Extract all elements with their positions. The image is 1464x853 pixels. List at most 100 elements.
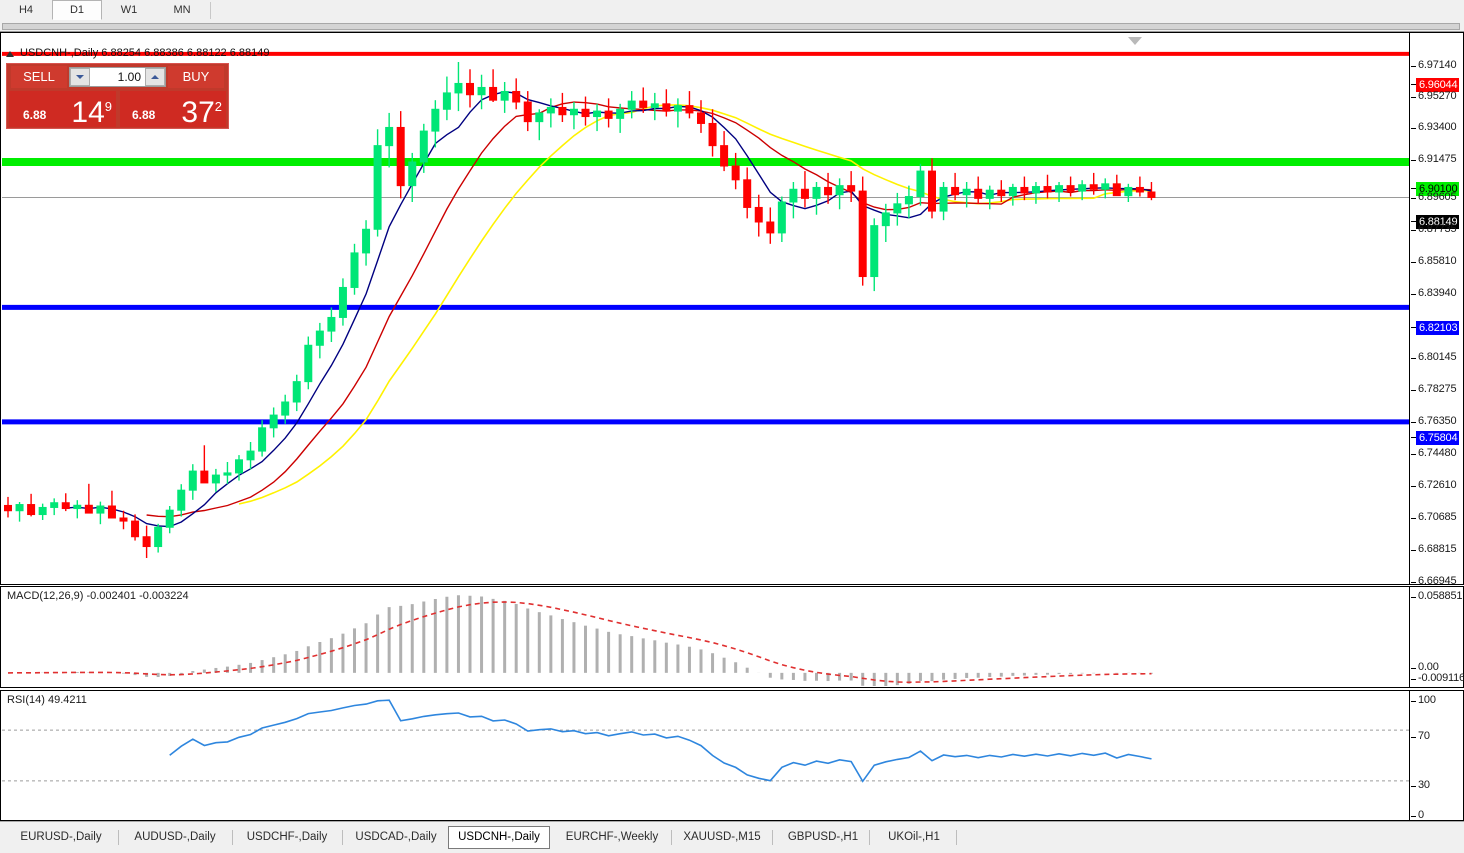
scale-tick [1411, 597, 1416, 598]
volume-decrease-button[interactable] [70, 68, 90, 86]
toolbar-separator [210, 2, 211, 19]
rsi-scale: 100 70 30 0 [1411, 691, 1464, 821]
price-scale-value-label: 6.75804 [1416, 431, 1460, 445]
scale-tick [1411, 160, 1416, 161]
price-scale-value-label: 6.91475 [1418, 153, 1457, 165]
chart-tab-usdcnh[interactable]: USDCNH-,Daily [448, 826, 550, 849]
scale-tick [1411, 327, 1416, 328]
scale-tick [1411, 198, 1416, 199]
price-scale-value-label: 6.90100 [1416, 182, 1460, 196]
scale-tick [1411, 437, 1416, 438]
collapse-triangle-icon[interactable] [6, 51, 14, 57]
one-click-trading-panel[interactable]: SELL 1.00 BUY 6.88 149 6.88 372 [6, 63, 229, 129]
chart-tabs-bar: EURUSD-,Daily AUDUSD-,Daily USDCHF-,Daily U… [0, 821, 1464, 853]
chart-tab-xauusd[interactable]: XAUUSD-,M15 [683, 831, 761, 843]
chart-tab-usdchf[interactable]: USDCHF-,Daily [246, 831, 328, 843]
oct-controls-row: SELL 1.00 BUY [7, 64, 228, 90]
scale-tick [1411, 786, 1416, 787]
scale-tick [1411, 262, 1416, 263]
timeframe-d1[interactable]: D1 [52, 0, 102, 20]
scale-tick [1411, 128, 1416, 129]
price-chart-svg [2, 51, 1409, 558]
rsi-scale-value-label: 30 [1418, 779, 1430, 791]
rsi-chart-svg [2, 699, 1409, 783]
chart-symbol-info: USDCNH-,Daily 6.88254 6.88386 6.88122 6.… [20, 47, 270, 59]
timeframe-w1[interactable]: W1 [120, 4, 138, 16]
scale-tick [1411, 97, 1416, 98]
tab-separator [232, 830, 233, 845]
rsi-scale-value-label: 0 [1418, 809, 1424, 821]
rsi-axis-line [1409, 691, 1410, 820]
macd-plot-area[interactable] [2, 588, 1409, 686]
scale-tick [1411, 390, 1416, 391]
scale-tick [1411, 668, 1416, 669]
chart-tab-gbpusd[interactable]: GBPUSD-,H1 [787, 831, 859, 843]
tab-separator [118, 830, 119, 845]
price-scale-value-label: 6.93400 [1418, 121, 1457, 133]
price-scale-value-label: 6.95270 [1418, 90, 1457, 102]
chart-tab-eurchf[interactable]: EURCHF-,Weekly [565, 831, 659, 843]
price-scale-value-label: 6.97140 [1418, 59, 1457, 71]
tab-separator [869, 830, 870, 845]
rsi-plot-area[interactable] [2, 692, 1409, 819]
scale-tick [1411, 221, 1416, 222]
scale-tick [1411, 486, 1416, 487]
price-axis-line [1409, 33, 1410, 584]
volume-input[interactable]: 1.00 [69, 67, 166, 87]
scale-tick [1411, 582, 1416, 583]
buy-button[interactable]: BUY [168, 66, 224, 88]
scale-tick [1411, 454, 1416, 455]
sell-price-big: 149 [71, 96, 112, 127]
price-scale-value-label: 6.89605 [1418, 191, 1457, 203]
macd-scale-value-label: 0.058851 [1418, 590, 1463, 602]
scale-tick [1411, 294, 1416, 295]
chart-tab-usdcad[interactable]: USDCAD-,Daily [355, 831, 437, 843]
price-scale-value-label: 6.76350 [1418, 415, 1457, 427]
scale-tick [1411, 550, 1416, 551]
macd-scale-value-label: 0.00 [1418, 661, 1439, 673]
timeframe-mn[interactable]: MN [173, 4, 191, 16]
price-scale-value-label: 6.82103 [1416, 321, 1460, 335]
price-scale-value-label: 6.88149 [1416, 215, 1460, 229]
timeframe-toolbar: H4 D1 W1 MN [0, 0, 1464, 22]
price-plot-area[interactable] [2, 34, 1409, 583]
chart-tab-eurusd[interactable]: EURUSD-,Daily [20, 831, 102, 843]
price-pane: 6.97140 6.96044 6.95270 6.93400 6.91475 6.901… [0, 32, 1464, 587]
macd-pane: MACD(12,26,9) -0.002401 -0.003224 0.0588… [0, 586, 1464, 688]
price-scale-value-label: 6.78275 [1418, 383, 1457, 395]
price-scale[interactable]: 6.97140 6.96044 6.95270 6.93400 6.91475 6.901… [1411, 33, 1464, 587]
scale-tick [1411, 737, 1416, 738]
scroll-anchor-marker-icon[interactable] [1128, 37, 1142, 45]
rsi-title: RSI(14) 49.4211 [7, 694, 87, 706]
chart-tab-audusd[interactable]: AUDUSD-,Daily [134, 831, 216, 843]
macd-title: MACD(12,26,9) -0.002401 -0.003224 [7, 590, 189, 602]
scale-tick [1411, 422, 1416, 423]
timeframe-h4[interactable]: H4 [18, 4, 34, 16]
macd-scale-value-label: -0.009116 [1418, 672, 1464, 684]
tab-separator [772, 830, 773, 845]
price-scale-value-label: 6.74480 [1418, 447, 1457, 459]
macd-scale: 0.058851 0.00 -0.009116 [1411, 587, 1464, 687]
price-scale-value-label: 6.70685 [1418, 511, 1457, 523]
chart-window: USDCNH-,Daily 6.88254 6.88386 6.88122 6.… [0, 21, 1464, 842]
horizontal-scrollbar[interactable] [0, 21, 1464, 32]
scale-tick [1411, 66, 1416, 67]
rsi-scale-value-label: 70 [1418, 730, 1430, 742]
scale-tick [1411, 188, 1416, 189]
sell-button[interactable]: SELL [11, 66, 67, 88]
volume-increase-button[interactable] [145, 68, 165, 86]
scale-tick [1411, 679, 1416, 680]
scale-tick [1411, 84, 1416, 85]
chart-tab-ukoil[interactable]: UKOil-,H1 [888, 831, 940, 843]
price-scale-value-label: 6.96044 [1416, 78, 1460, 92]
buy-price-display[interactable]: 6.88 372 [120, 91, 226, 127]
tab-separator [671, 830, 672, 845]
rsi-scale-value-label: 100 [1418, 694, 1436, 706]
price-scale-value-label: 6.66945 [1418, 575, 1457, 587]
price-scale-value-label: 6.83940 [1418, 287, 1457, 299]
scrollbar-thumb[interactable] [2, 23, 1460, 30]
tab-separator [956, 830, 957, 845]
sell-price-display[interactable]: 6.88 149 [9, 91, 116, 127]
macd-chart-svg [7, 595, 1153, 686]
